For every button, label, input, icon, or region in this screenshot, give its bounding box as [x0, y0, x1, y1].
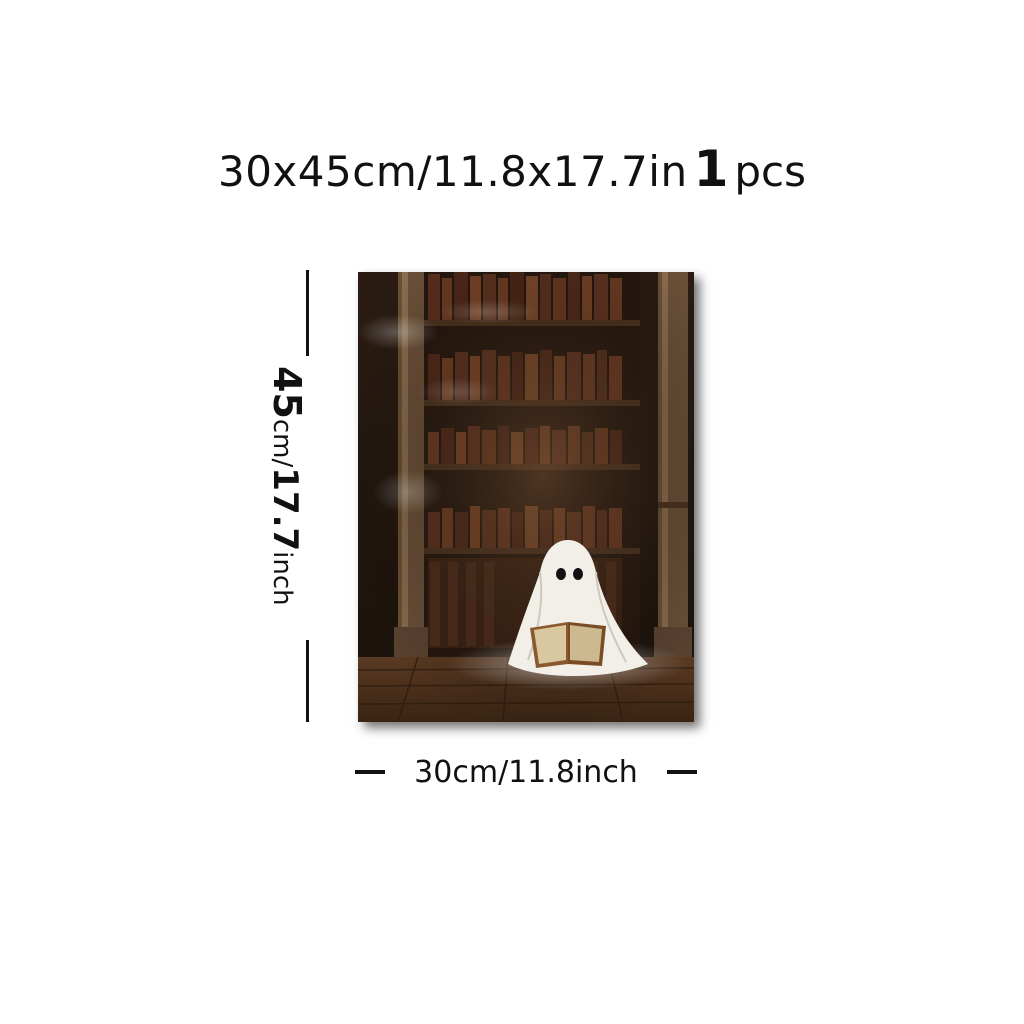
width-dimension-line-left: [355, 770, 385, 774]
width-dimension-label: 30cm/11.8inch: [414, 754, 638, 790]
height-dimension-line-bottom: [306, 640, 309, 722]
size-text: 30x45cm/11.8x17.7in: [217, 147, 688, 196]
height-dimension-line-top: [306, 270, 309, 356]
quantity-unit: pcs: [734, 147, 806, 196]
poster-artwork: [358, 272, 694, 722]
width-dimension: 30cm/11.8inch: [355, 754, 697, 790]
height-value: 45: [265, 366, 309, 419]
height-unit: cm/: [267, 418, 297, 468]
height-unit-inch: inch: [267, 551, 297, 606]
width-dimension-line-right: [667, 770, 697, 774]
quantity-number: 1: [693, 140, 729, 198]
ghost-library-illustration: [358, 272, 694, 722]
product-size-title: 30x45cm/11.8x17.7in 1 pcs: [0, 140, 1024, 198]
height-value-inch: 17.7: [265, 467, 305, 552]
